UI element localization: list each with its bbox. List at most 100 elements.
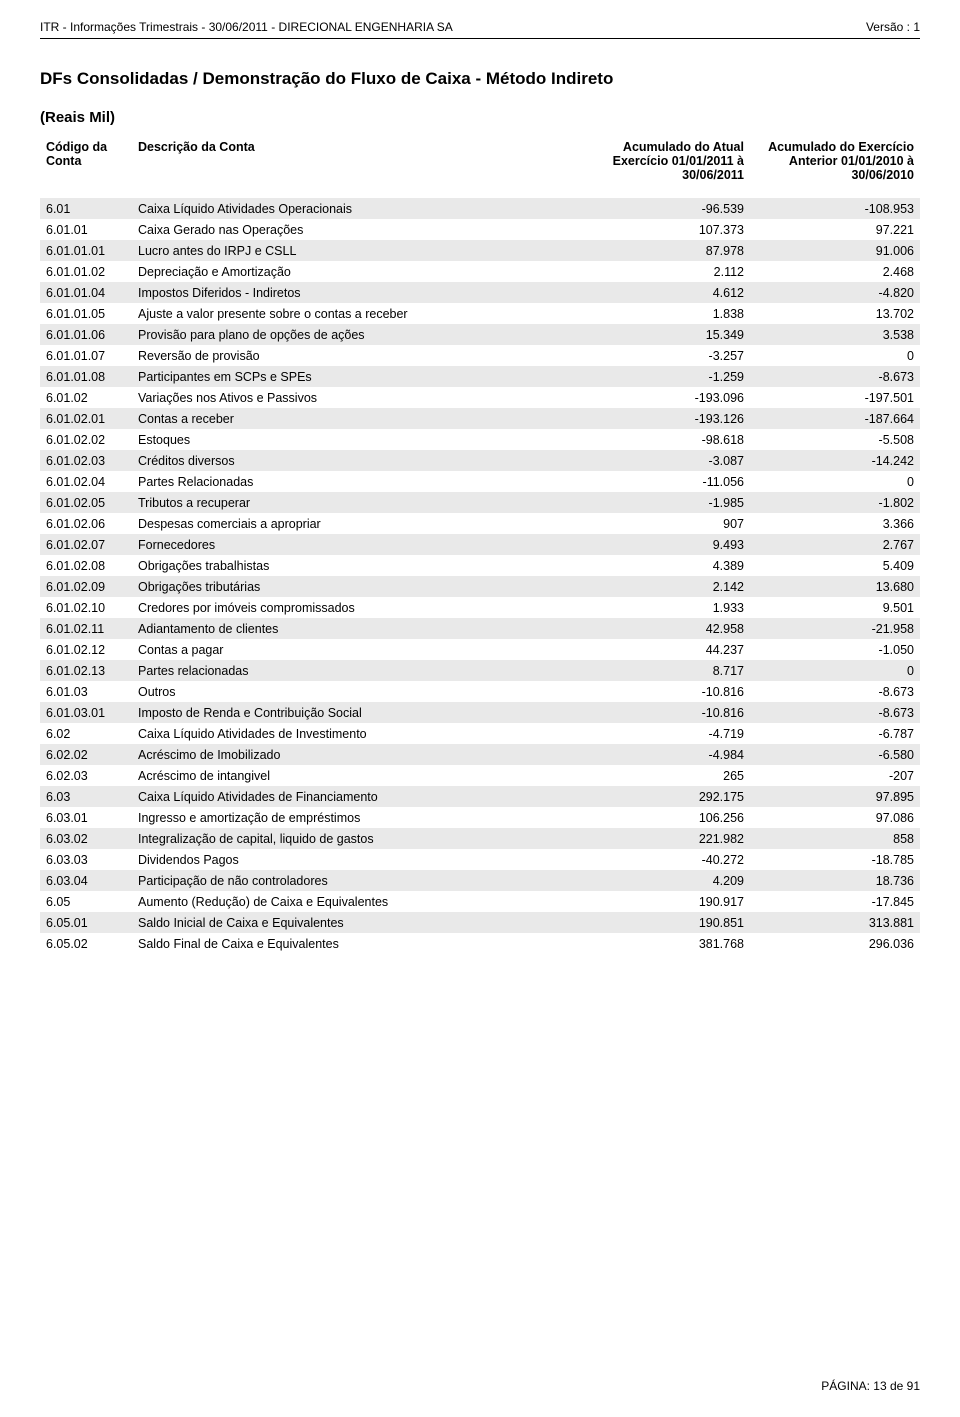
table-row: 6.02.03Acréscimo de intangivel265-207 bbox=[40, 765, 920, 786]
cell-code: 6.01.01.07 bbox=[40, 345, 132, 366]
cell-desc: Estoques bbox=[132, 429, 580, 450]
cell-code: 6.01.02.11 bbox=[40, 618, 132, 639]
table-row: 6.01.02.01Contas a receber-193.126-187.6… bbox=[40, 408, 920, 429]
cell-desc: Adiantamento de clientes bbox=[132, 618, 580, 639]
table-row: 6.01.02.10Credores por imóveis compromis… bbox=[40, 597, 920, 618]
cell-current: -10.816 bbox=[580, 702, 750, 723]
cell-desc: Outros bbox=[132, 681, 580, 702]
table-row: 6.01.02.02Estoques-98.618-5.508 bbox=[40, 429, 920, 450]
cell-code: 6.01.01 bbox=[40, 219, 132, 240]
page: ITR - Informações Trimestrais - 30/06/20… bbox=[0, 0, 960, 1417]
cell-current: -4.719 bbox=[580, 723, 750, 744]
cell-previous: 97.895 bbox=[750, 786, 920, 807]
cell-current: 190.851 bbox=[580, 912, 750, 933]
cell-code: 6.05.02 bbox=[40, 933, 132, 954]
cell-previous: -187.664 bbox=[750, 408, 920, 429]
cell-code: 6.01 bbox=[40, 198, 132, 219]
cell-desc: Depreciação e Amortização bbox=[132, 261, 580, 282]
cell-current: -96.539 bbox=[580, 198, 750, 219]
table-row: 6.05Aumento (Redução) de Caixa e Equival… bbox=[40, 891, 920, 912]
table-row: 6.01.01.08Participantes em SCPs e SPEs-1… bbox=[40, 366, 920, 387]
cell-desc: Integralização de capital, liquido de ga… bbox=[132, 828, 580, 849]
table-row: 6.02.02Acréscimo de Imobilizado-4.984-6.… bbox=[40, 744, 920, 765]
table-row: 6.01.01.02Depreciação e Amortização2.112… bbox=[40, 261, 920, 282]
table-row: 6.01.02Variações nos Ativos e Passivos-1… bbox=[40, 387, 920, 408]
cell-code: 6.03.03 bbox=[40, 849, 132, 870]
cell-desc: Caixa Líquido Atividades Operacionais bbox=[132, 198, 580, 219]
section-title: DFs Consolidadas / Demonstração do Fluxo… bbox=[40, 69, 920, 89]
cell-previous: -8.673 bbox=[750, 366, 920, 387]
table-row: 6.01.02.08Obrigações trabalhistas4.3895.… bbox=[40, 555, 920, 576]
table-row: 6.01.02.09Obrigações tributárias2.14213.… bbox=[40, 576, 920, 597]
cell-desc: Acréscimo de intangivel bbox=[132, 765, 580, 786]
cell-previous: -4.820 bbox=[750, 282, 920, 303]
cell-code: 6.03.01 bbox=[40, 807, 132, 828]
cell-current: 107.373 bbox=[580, 219, 750, 240]
cell-current: -193.126 bbox=[580, 408, 750, 429]
cell-previous: -5.508 bbox=[750, 429, 920, 450]
col-header-current: Acumulado do Atual Exercício 01/01/2011 … bbox=[580, 136, 750, 198]
cell-code: 6.02.02 bbox=[40, 744, 132, 765]
cell-code: 6.05 bbox=[40, 891, 132, 912]
cell-code: 6.01.02.04 bbox=[40, 471, 132, 492]
cell-desc: Provisão para plano de opções de ações bbox=[132, 324, 580, 345]
cell-code: 6.03 bbox=[40, 786, 132, 807]
cell-previous: 2.767 bbox=[750, 534, 920, 555]
cell-previous: 18.736 bbox=[750, 870, 920, 891]
cell-desc: Ingresso e amortização de empréstimos bbox=[132, 807, 580, 828]
cell-desc: Acréscimo de Imobilizado bbox=[132, 744, 580, 765]
cell-desc: Variações nos Ativos e Passivos bbox=[132, 387, 580, 408]
cell-current: 190.917 bbox=[580, 891, 750, 912]
cell-code: 6.01.02.09 bbox=[40, 576, 132, 597]
cell-current: -1.985 bbox=[580, 492, 750, 513]
cell-code: 6.01.01.04 bbox=[40, 282, 132, 303]
cell-code: 6.01.02.07 bbox=[40, 534, 132, 555]
cell-previous: -1.802 bbox=[750, 492, 920, 513]
cell-desc: Lucro antes do IRPJ e CSLL bbox=[132, 240, 580, 261]
page-footer: PÁGINA: 13 de 91 bbox=[821, 1379, 920, 1393]
cell-current: 221.982 bbox=[580, 828, 750, 849]
table-row: 6.01.02.11Adiantamento de clientes42.958… bbox=[40, 618, 920, 639]
cell-previous: 2.468 bbox=[750, 261, 920, 282]
cell-desc: Ajuste a valor presente sobre o contas a… bbox=[132, 303, 580, 324]
cell-previous: 91.006 bbox=[750, 240, 920, 261]
cell-current: 2.142 bbox=[580, 576, 750, 597]
table-row: 6.01Caixa Líquido Atividades Operacionai… bbox=[40, 198, 920, 219]
cell-desc: Aumento (Redução) de Caixa e Equivalente… bbox=[132, 891, 580, 912]
cell-desc: Caixa Líquido Atividades de Investimento bbox=[132, 723, 580, 744]
cell-current: -40.272 bbox=[580, 849, 750, 870]
cell-desc: Tributos a recuperar bbox=[132, 492, 580, 513]
cashflow-body: 6.01Caixa Líquido Atividades Operacionai… bbox=[40, 198, 920, 954]
cell-desc: Saldo Final de Caixa e Equivalentes bbox=[132, 933, 580, 954]
cell-code: 6.01.02.13 bbox=[40, 660, 132, 681]
table-row: 6.01.02.05Tributos a recuperar-1.985-1.8… bbox=[40, 492, 920, 513]
cell-desc: Caixa Gerado nas Operações bbox=[132, 219, 580, 240]
cell-previous: -1.050 bbox=[750, 639, 920, 660]
cell-code: 6.01.02.01 bbox=[40, 408, 132, 429]
cell-previous: -207 bbox=[750, 765, 920, 786]
cell-current: 4.612 bbox=[580, 282, 750, 303]
cell-previous: -6.787 bbox=[750, 723, 920, 744]
cell-desc: Partes relacionadas bbox=[132, 660, 580, 681]
cell-previous: 3.538 bbox=[750, 324, 920, 345]
cell-code: 6.01.02 bbox=[40, 387, 132, 408]
table-row: 6.03Caixa Líquido Atividades de Financia… bbox=[40, 786, 920, 807]
cell-current: 106.256 bbox=[580, 807, 750, 828]
cell-current: 4.209 bbox=[580, 870, 750, 891]
cell-previous: -8.673 bbox=[750, 681, 920, 702]
cell-code: 6.01.03 bbox=[40, 681, 132, 702]
col-header-desc: Descrição da Conta bbox=[132, 136, 580, 198]
cell-previous: 97.221 bbox=[750, 219, 920, 240]
cell-previous: -21.958 bbox=[750, 618, 920, 639]
doc-header-left: ITR - Informações Trimestrais - 30/06/20… bbox=[40, 20, 453, 34]
cell-desc: Reversão de provisão bbox=[132, 345, 580, 366]
table-row: 6.01.02.03Créditos diversos-3.087-14.242 bbox=[40, 450, 920, 471]
table-row: 6.05.01Saldo Inicial de Caixa e Equivale… bbox=[40, 912, 920, 933]
cell-previous: -14.242 bbox=[750, 450, 920, 471]
table-row: 6.01.01.04Impostos Diferidos - Indiretos… bbox=[40, 282, 920, 303]
cell-current: 44.237 bbox=[580, 639, 750, 660]
table-row: 6.03.04Participação de não controladores… bbox=[40, 870, 920, 891]
cell-previous: 296.036 bbox=[750, 933, 920, 954]
cell-code: 6.01.01.06 bbox=[40, 324, 132, 345]
cell-current: 381.768 bbox=[580, 933, 750, 954]
